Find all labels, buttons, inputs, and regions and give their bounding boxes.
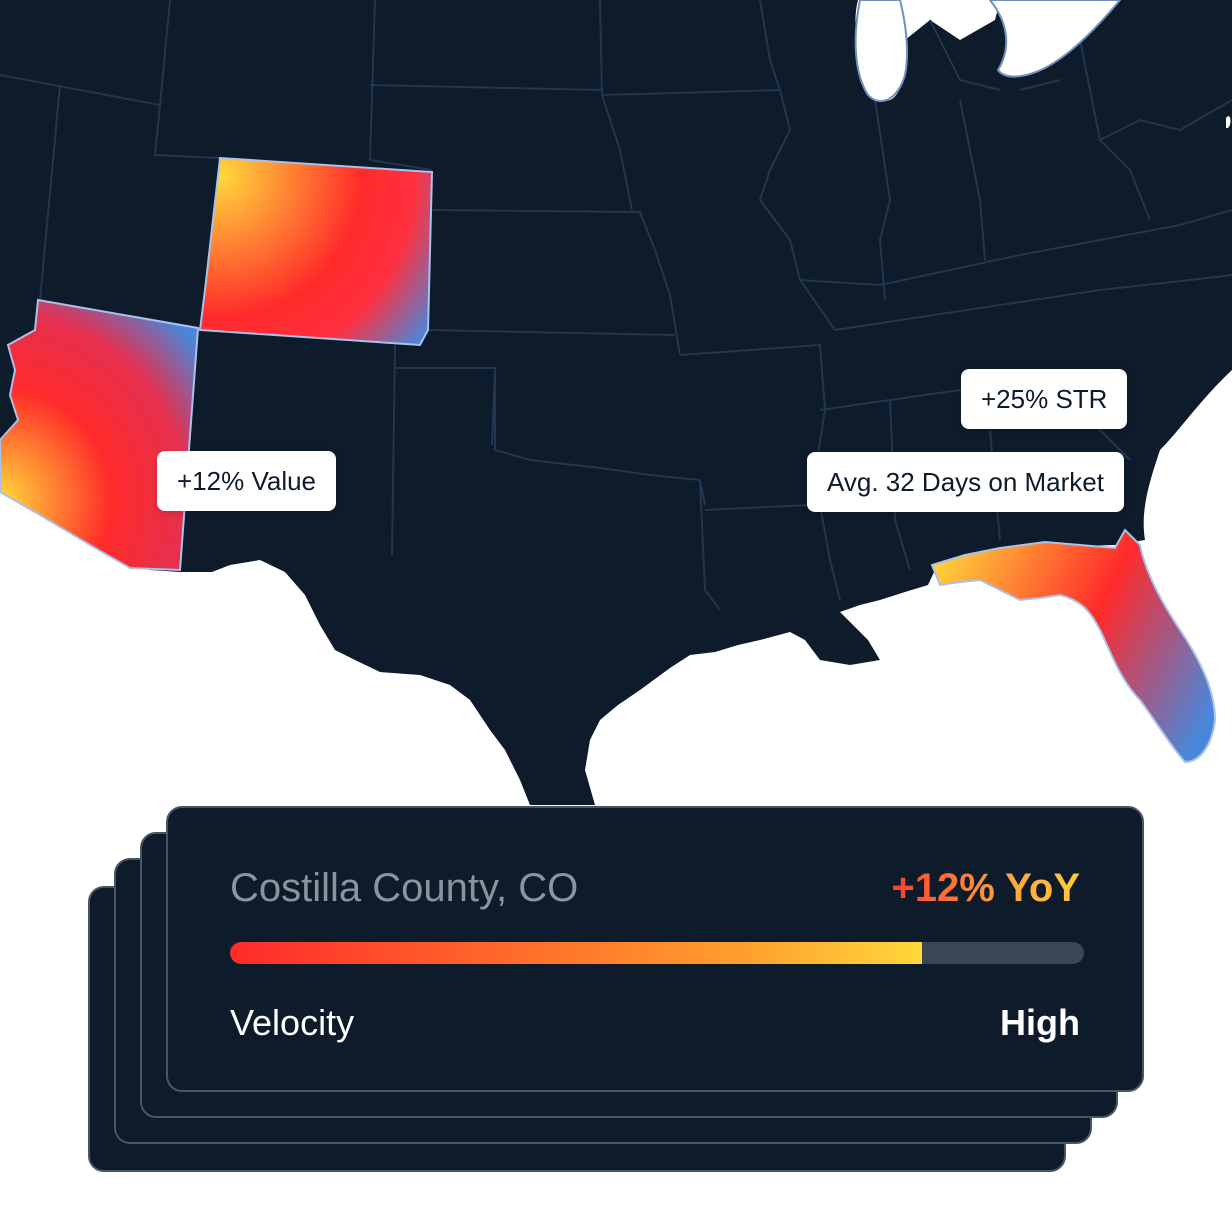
velocity-progress-bar (230, 942, 1084, 964)
velocity-progress-fill (230, 942, 922, 964)
str-label: +25% STR (961, 369, 1128, 429)
lake-michigan (854, 0, 909, 102)
yoy-change: +12% YoY (891, 866, 1080, 910)
value-label: +12% Value (157, 451, 337, 511)
lake-erie (1226, 116, 1231, 129)
state-arizona (0, 298, 200, 572)
velocity-value: High (1000, 1002, 1080, 1043)
velocity-label: Velocity (230, 1002, 355, 1043)
state-wyoming (198, 156, 434, 347)
county-card[interactable]: Costilla County, CO +12% YoY Velocity Hi… (166, 806, 1144, 1092)
days-on-market-label: Avg. 32 Days on Market (807, 452, 1124, 512)
lake-huron (988, 0, 1122, 78)
county-name: Costilla County, CO (230, 866, 579, 910)
state-florida (930, 528, 1217, 764)
